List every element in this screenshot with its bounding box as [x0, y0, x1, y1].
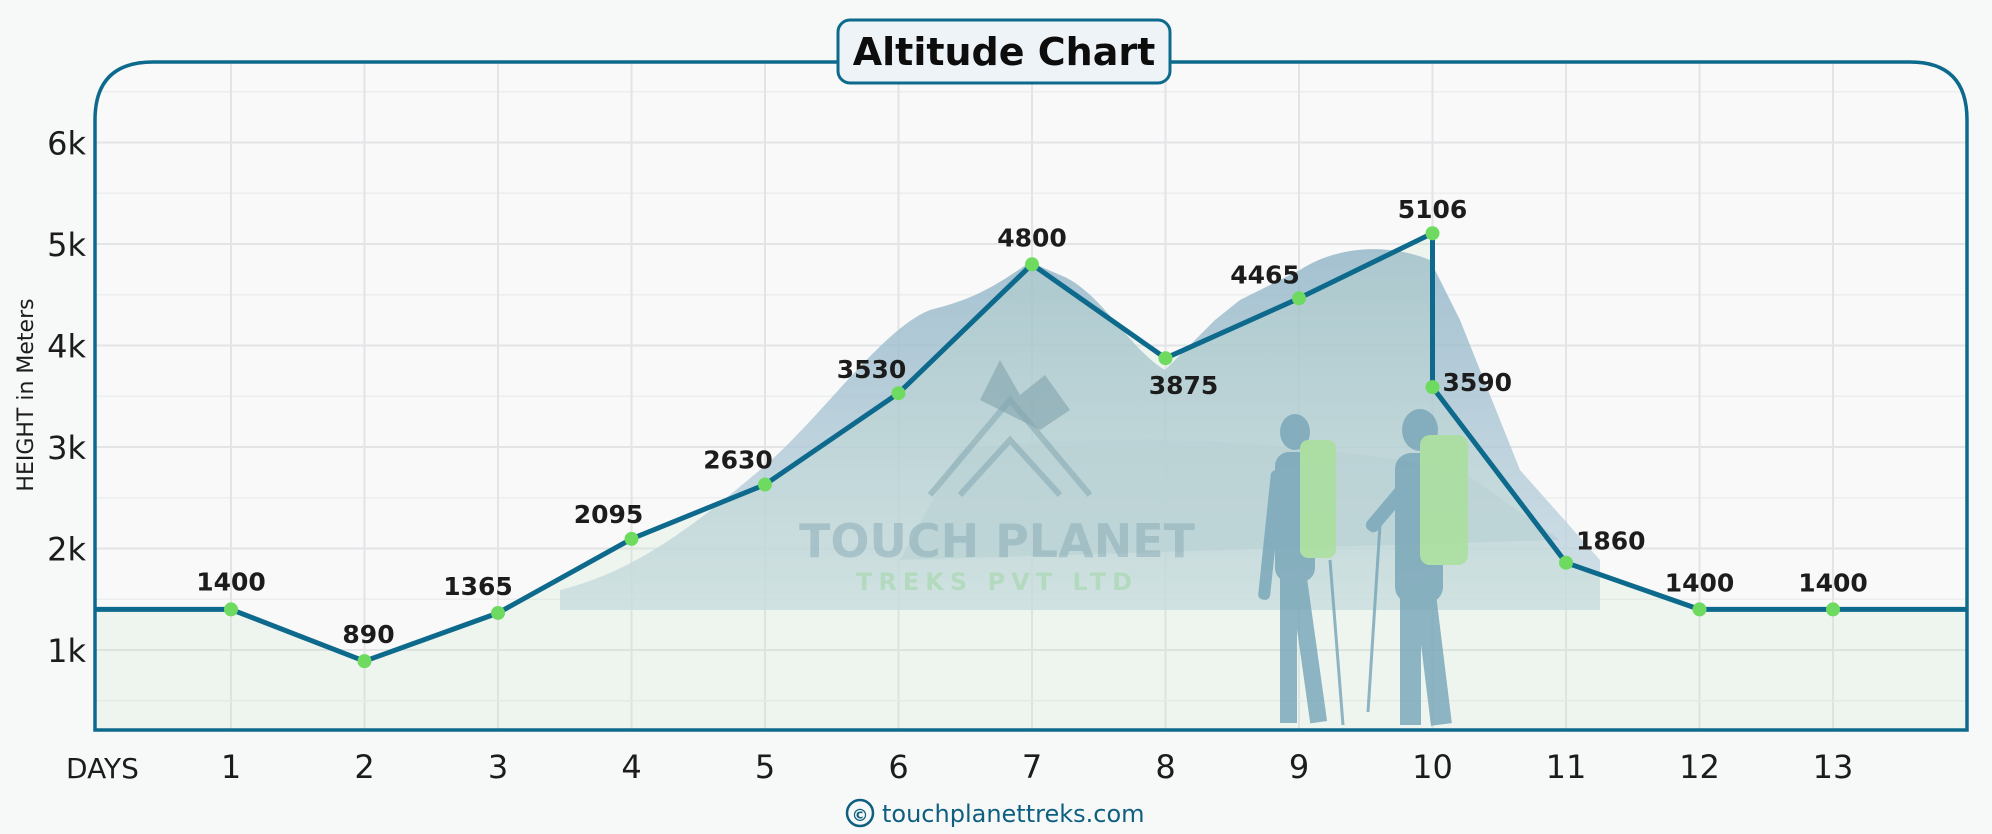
x-tick-label: 1 — [221, 748, 241, 786]
y-axis-label: HEIGHT in Meters — [14, 298, 39, 491]
data-point — [1425, 226, 1440, 241]
x-tick-label: 12 — [1679, 748, 1720, 786]
data-point — [1025, 257, 1039, 272]
data-label: 890 — [342, 620, 394, 649]
data-point — [357, 654, 372, 669]
data-point — [224, 602, 238, 617]
data-point — [1158, 351, 1173, 366]
area-fill — [95, 233, 1967, 730]
data-label: 2630 — [703, 446, 773, 475]
watermark-logo: TOUCH PLANET TREKS PVT LTD — [799, 395, 1196, 596]
x-tick-label: 6 — [888, 748, 908, 786]
x-tick-label: 3 — [488, 748, 508, 786]
data-label: 2095 — [574, 500, 644, 529]
x-axis-ticks: 1 2 3 4 5 6 7 8 9 10 11 12 13 — [221, 748, 1854, 786]
y-tick-label: 6k — [47, 125, 86, 163]
copyright-icon — [845, 798, 875, 828]
copyright-symbol: © — [852, 806, 869, 826]
data-label: 4800 — [997, 223, 1067, 252]
data-label: 4465 — [1230, 260, 1300, 289]
y-tick-label: 2k — [47, 531, 86, 569]
x-tick-label: 10 — [1412, 748, 1453, 786]
series-line — [95, 230, 1967, 664]
series-altitude: 1400 890 1365 2095 2630 3530 4800 3875 4465 5106 3… — [95, 195, 1967, 669]
watermark-sub: TREKS PVT LTD — [856, 568, 1138, 596]
data-label: 3590 — [1443, 368, 1513, 397]
x-tick-label: 9 — [1289, 748, 1309, 786]
data-label: 3530 — [837, 355, 907, 384]
x-tick-label: 11 — [1546, 748, 1587, 786]
data-point — [624, 531, 639, 546]
y-tick-label: 3k — [47, 429, 86, 467]
plot-frame — [93, 60, 1969, 732]
data-point — [891, 386, 906, 401]
data-point — [1826, 602, 1840, 617]
y-tick-label: 5k — [47, 226, 86, 264]
data-point — [491, 605, 505, 620]
data-label: 1400 — [196, 567, 266, 596]
data-label: 1365 — [443, 572, 513, 601]
y-axis-ticks: 1k 2k 3k 4k 5k 6k — [47, 125, 86, 671]
data-label: 1860 — [1576, 527, 1646, 556]
title-box: Altitude Chart — [836, 18, 1172, 85]
x-tick-label: 2 — [354, 748, 374, 786]
x-axis-label: DAYS — [66, 752, 139, 785]
chart-title: Altitude Chart — [853, 30, 1156, 74]
website-link[interactable]: touchplanettreks.com — [882, 800, 1145, 828]
x-tick-label: 8 — [1155, 748, 1175, 786]
data-label: 5106 — [1398, 195, 1468, 224]
x-tick-label: 7 — [1022, 748, 1042, 786]
y-tick-label: 1k — [47, 632, 86, 670]
data-label: 1400 — [1665, 568, 1735, 597]
footer: © touchplanettreks.com — [845, 798, 1145, 828]
data-point — [758, 477, 772, 492]
hikers-illustration — [1258, 409, 1468, 726]
watermark-brand: TOUCH PLANET — [799, 514, 1196, 568]
y-tick-label: 4k — [47, 328, 86, 366]
x-tick-label: 5 — [755, 748, 775, 786]
data-point — [1559, 555, 1573, 570]
x-tick-label: 13 — [1813, 748, 1854, 786]
data-label: 1400 — [1798, 568, 1868, 597]
data-point — [1292, 291, 1306, 306]
x-tick-label: 4 — [621, 748, 641, 786]
data-point — [1692, 602, 1707, 617]
data-label: 3875 — [1149, 371, 1219, 400]
data-point — [1425, 380, 1440, 395]
